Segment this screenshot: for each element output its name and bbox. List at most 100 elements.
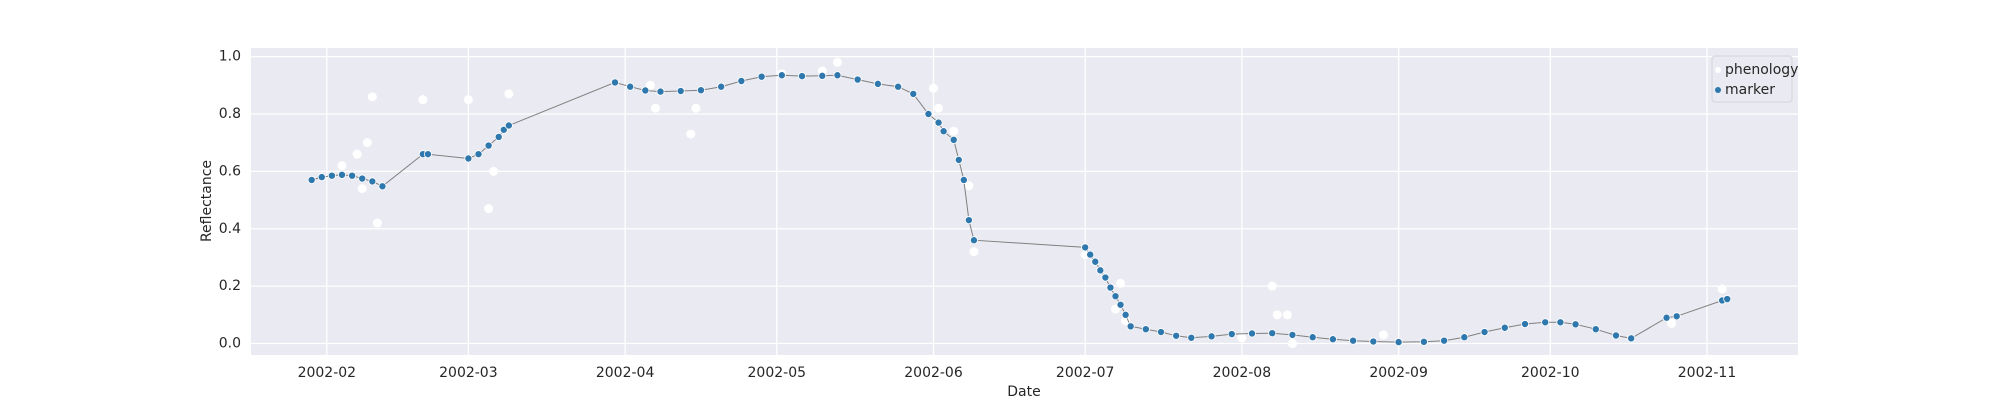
x-tick-label: 2002-04 <box>596 365 655 381</box>
raw-point <box>832 57 842 67</box>
raw-point <box>1272 310 1282 320</box>
marker-point <box>464 154 473 163</box>
raw-point <box>691 103 701 113</box>
marker-point <box>1349 336 1358 345</box>
raw-point <box>949 126 959 136</box>
x-tick-label: 2002-03 <box>439 365 498 381</box>
raw-point <box>372 218 382 228</box>
raw-point <box>1378 330 1388 340</box>
raw-point <box>367 92 377 102</box>
x-tick-label: 2002-11 <box>1678 365 1737 381</box>
marker-point <box>1096 266 1105 275</box>
y-tick-label: 0.2 <box>219 278 241 294</box>
legend-label: marker <box>1725 82 1775 98</box>
marker-point <box>499 125 508 134</box>
raw-point <box>686 129 696 139</box>
marker-point <box>368 177 377 186</box>
marker-point <box>307 175 316 184</box>
marker-point <box>717 82 726 91</box>
marker-point <box>1500 323 1509 332</box>
marker-point <box>1248 329 1257 338</box>
raw-point <box>1267 281 1277 291</box>
x-tick-label: 2002-02 <box>298 365 357 381</box>
marker-point <box>1369 337 1378 346</box>
marker-point <box>1672 312 1681 321</box>
marker-point <box>1723 295 1732 304</box>
marker-point <box>423 150 432 159</box>
raw-point <box>964 181 974 191</box>
marker-point <box>378 182 387 191</box>
x-axis-label: Date <box>1007 384 1040 400</box>
raw-point <box>1282 310 1292 320</box>
marker-point <box>1419 337 1428 346</box>
marker-point <box>1571 320 1580 329</box>
marker-point <box>1227 330 1236 339</box>
raw-point <box>934 103 944 113</box>
raw-point <box>1717 284 1727 294</box>
y-tick-label: 0.6 <box>219 163 241 179</box>
marker-point <box>833 71 842 80</box>
legend-label: phenology <box>1725 62 1798 78</box>
raw-point <box>1237 333 1247 343</box>
raw-point <box>969 247 979 257</box>
marker-point <box>1627 334 1636 343</box>
marker-point <box>934 118 943 127</box>
marker-point <box>676 87 685 96</box>
legend-marker <box>1715 87 1721 93</box>
marker-point <box>1172 331 1181 340</box>
raw-point <box>1667 318 1677 328</box>
marker-point <box>1101 273 1110 282</box>
marker-point <box>1288 330 1297 339</box>
marker-point <box>1268 329 1277 338</box>
raw-point <box>1121 316 1131 326</box>
raw-point <box>418 95 428 105</box>
raw-point <box>1287 339 1297 349</box>
raw-point <box>489 166 499 176</box>
marker-point <box>504 121 513 130</box>
marker-point <box>611 78 620 87</box>
marker-point <box>1394 338 1403 347</box>
marker-point <box>954 155 963 164</box>
legend-box <box>1711 55 1793 103</box>
marker-point <box>641 86 650 95</box>
raw-point <box>645 80 655 90</box>
marker-point <box>1141 325 1150 334</box>
marker-point <box>959 175 968 184</box>
marker-point <box>1308 333 1317 342</box>
marker-point <box>873 79 882 88</box>
marker-point <box>757 72 766 81</box>
marker-point <box>626 82 635 91</box>
marker-point <box>1126 322 1135 331</box>
y-tick-label: 0.0 <box>219 336 241 352</box>
marker-point <box>1121 310 1130 319</box>
marker-point <box>853 75 862 84</box>
x-tick-label: 2002-09 <box>1369 365 1428 381</box>
marker-point <box>1612 331 1621 340</box>
marker-point <box>798 72 807 81</box>
marker-point <box>317 173 326 182</box>
marker-point <box>949 135 958 144</box>
marker-point <box>494 132 503 141</box>
marker-point <box>909 89 918 98</box>
marker-point <box>894 82 903 91</box>
marker-point <box>1086 250 1095 259</box>
x-tick-label: 2002-08 <box>1213 365 1272 381</box>
marker-point <box>474 150 483 159</box>
marker-point <box>1187 333 1196 342</box>
marker-point <box>1157 328 1166 337</box>
marker-point <box>737 76 746 85</box>
marker-point <box>1111 292 1120 301</box>
raw-point <box>650 103 660 113</box>
marker-point <box>1521 320 1530 329</box>
marker-point <box>1081 243 1090 252</box>
marker-point <box>656 87 665 96</box>
marker-point <box>818 71 827 80</box>
x-tick-label: 2002-07 <box>1056 365 1115 381</box>
raw-point <box>357 184 367 194</box>
marker-point <box>348 171 357 180</box>
marker-point <box>1106 283 1115 292</box>
marker-point <box>696 86 705 95</box>
x-tick-label: 2002-05 <box>748 365 807 381</box>
legend-marker <box>1715 67 1721 73</box>
